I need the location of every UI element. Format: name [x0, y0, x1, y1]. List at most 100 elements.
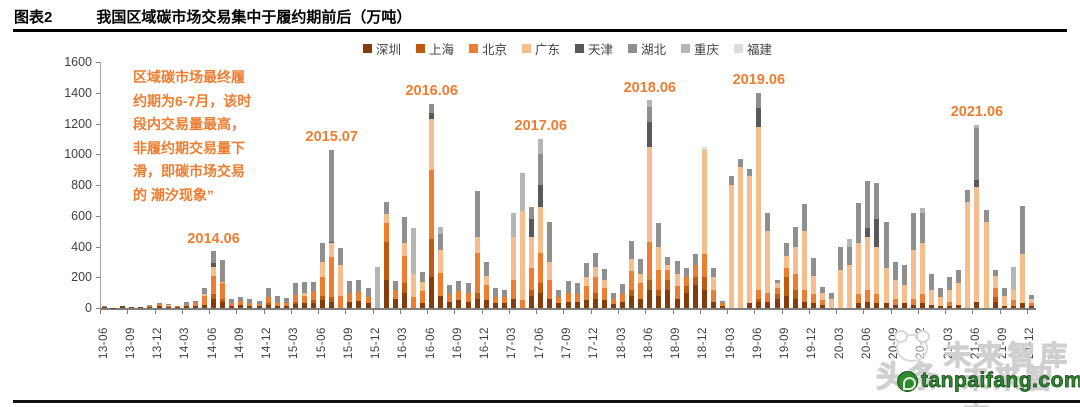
bar-segment-深圳	[547, 298, 553, 308]
bar-segment-深圳	[256, 306, 262, 308]
bar-segment-北京	[919, 294, 925, 304]
bar-segment-湖北	[156, 303, 162, 305]
bar-segment-北京	[174, 306, 180, 308]
bar-segment-深圳	[447, 301, 453, 308]
legend-label: 北京	[481, 43, 507, 57]
bar-segment-湖北	[829, 292, 835, 299]
bar-segment-湖北	[747, 168, 753, 176]
watermark-zhiku-2: 未来智库	[961, 363, 1058, 407]
bar-segment-深圳	[710, 301, 716, 308]
bar-segment-湖北	[356, 280, 362, 292]
bar-segment-广东	[974, 186, 980, 302]
bar-segment-北京	[274, 301, 280, 306]
bar-segment-广东	[474, 237, 480, 253]
bar-segment-深圳	[665, 289, 671, 308]
bar-segment-北京	[610, 298, 616, 305]
bar-segment-广东	[756, 126, 762, 290]
bar-segment-深圳	[138, 307, 144, 308]
bar-segment-北京	[574, 294, 580, 302]
bar-column-20-02	[829, 292, 835, 308]
legend-item-上海: 上海	[415, 39, 454, 58]
bar-segment-北京	[865, 289, 871, 302]
bar-segment-湖北	[692, 254, 698, 265]
bar-column-19-11	[801, 204, 807, 308]
bar-column-16-01	[383, 201, 389, 308]
x-tick-mark	[590, 310, 592, 314]
bar-column-18-01	[601, 268, 607, 308]
watermark-zhiku-1: 未来智库	[943, 340, 1072, 371]
tanpaifang-logo-icon	[897, 370, 918, 392]
bar-column-20-12	[919, 208, 925, 308]
bar-segment-湖北	[383, 201, 389, 215]
bar-column-19-05	[747, 168, 753, 308]
bar-segment-湖北	[847, 246, 853, 265]
bar-column-17-06	[538, 138, 544, 308]
x-tick-mark	[917, 310, 919, 314]
bar-column-19-06	[756, 92, 762, 308]
bar-segment-湖北	[283, 298, 289, 303]
bar-segment-广东	[529, 237, 535, 269]
bar-segment-深圳	[165, 306, 171, 308]
bar-column-16-10	[465, 282, 471, 308]
bar-segment-湖北	[329, 149, 335, 242]
bar-segment-深圳	[129, 307, 135, 308]
x-tick-label-13-12: 13-12	[152, 327, 165, 359]
bar-segment-湖北	[620, 284, 626, 295]
bar-segment-湖北	[165, 304, 171, 305]
bar-segment-广东	[956, 282, 962, 305]
x-tick-mark	[427, 310, 429, 314]
bar-segment-重庆	[847, 238, 853, 247]
bar-segment-深圳	[574, 301, 580, 308]
bar-segment-湖北	[638, 258, 644, 275]
y-axis-line	[100, 62, 101, 310]
x-tick-mark	[836, 310, 838, 314]
bar-segment-北京	[192, 303, 198, 306]
bar-segment-湖北	[547, 221, 553, 262]
x-tick-mark	[945, 310, 947, 314]
bar-segment-湖北	[301, 281, 307, 293]
bar-segment-北京	[874, 294, 880, 304]
bar-segment-深圳	[483, 300, 489, 308]
bar-segment-北京	[329, 257, 335, 298]
bar-column-21-08	[992, 270, 998, 308]
bar-segment-湖北	[719, 301, 725, 304]
bar-segment-深圳	[274, 305, 280, 308]
bar-segment-北京	[165, 305, 171, 307]
bar-segment-深圳	[229, 305, 235, 308]
bar-segment-北京	[647, 241, 653, 281]
bar-segment-深圳	[919, 303, 925, 308]
bar-segment-北京	[447, 294, 453, 302]
bar-segment-北京	[783, 268, 789, 278]
bar-column-21-12	[1028, 294, 1034, 308]
bar-segment-广东	[919, 243, 925, 295]
bar-segment-深圳	[756, 301, 762, 308]
legend-label: 重庆	[694, 43, 720, 57]
bar-segment-深圳	[247, 305, 253, 308]
bar-segment-深圳	[856, 303, 862, 308]
bar-segment-湖北	[183, 301, 189, 305]
bar-segment-上海	[529, 289, 535, 296]
bar-segment-重庆	[919, 208, 925, 213]
bar-column-17-10	[574, 283, 580, 308]
bar-segment-广东	[647, 146, 653, 242]
bar-column-18-05	[638, 258, 644, 308]
bar-segment-重庆	[374, 266, 380, 308]
bar-segment-湖北	[456, 281, 462, 292]
bar-segment-深圳	[1019, 303, 1025, 308]
bar-segment-深圳	[292, 304, 298, 308]
bar-segment-湖北	[1001, 288, 1007, 296]
bar-segment-湖北	[220, 260, 226, 282]
bar-column-18-11	[692, 254, 698, 308]
x-tick-mark	[345, 310, 347, 314]
x-tick-mark	[563, 310, 565, 314]
x-tick-label-18-12: 18-12	[697, 327, 710, 359]
x-tick-label-13-09: 13-09	[124, 327, 137, 359]
bar-segment-深圳	[211, 298, 217, 308]
x-tick-label-20-03: 20-03	[833, 327, 846, 359]
bar-segment-湖北	[865, 181, 871, 229]
bar-segment-湖北	[601, 268, 607, 281]
bar-segment-北京	[538, 252, 544, 284]
bar-column-19-02	[719, 301, 725, 308]
bar-segment-湖北	[665, 257, 671, 265]
bar-segment-湖北	[765, 213, 771, 232]
